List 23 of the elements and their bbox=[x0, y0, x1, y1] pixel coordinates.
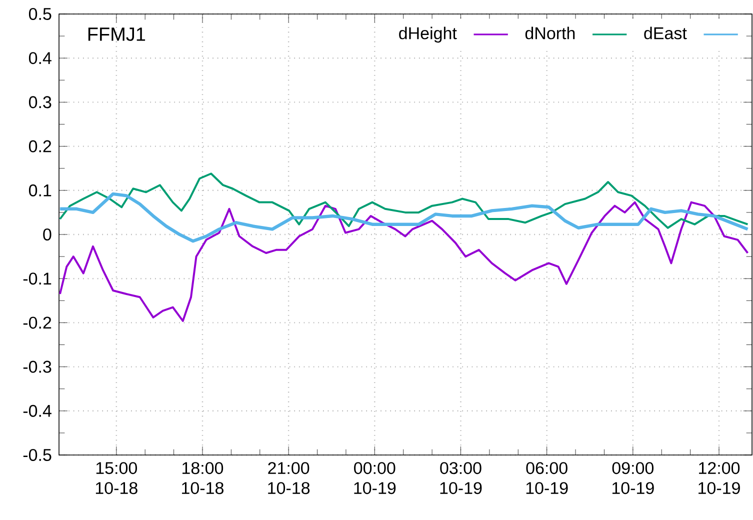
x-tick-label: 15:00 10-18 bbox=[96, 462, 138, 494]
x-tick-label: 00:00 10-19 bbox=[354, 462, 396, 494]
x-tick-label: 06:00 10-19 bbox=[526, 462, 568, 494]
y-tick-label: -0.3 bbox=[23, 360, 52, 373]
annotation: FFMJ1 bbox=[88, 28, 146, 41]
y-tick-label: 0.2 bbox=[28, 140, 52, 152]
y-tick-label: 0.3 bbox=[28, 96, 52, 108]
y-tick-label: 0 bbox=[43, 228, 52, 240]
legend-label: dNorth bbox=[525, 26, 575, 40]
legend-label: dEast bbox=[644, 26, 687, 40]
y-tick-label: 0.5 bbox=[28, 8, 52, 20]
x-tick-label: 21:00 10-18 bbox=[268, 462, 310, 494]
x-tick-label: 09:00 10-19 bbox=[612, 462, 654, 494]
y-tick-label: 0.4 bbox=[28, 52, 52, 64]
y-tick-label: -0.1 bbox=[23, 272, 52, 285]
y-tick-label: -0.2 bbox=[23, 316, 52, 329]
legend-label: dHeight bbox=[399, 26, 457, 43]
x-tick-label: 18:00 10-18 bbox=[182, 462, 224, 494]
x-tick-label: 03:00 10-19 bbox=[440, 462, 482, 494]
x-tick-label: 12:00 10-19 bbox=[698, 462, 740, 494]
y-tick-label: 0.1 bbox=[28, 184, 52, 196]
y-tick-label: -0.5 bbox=[23, 448, 52, 462]
y-tick-label: -0.4 bbox=[23, 404, 52, 417]
